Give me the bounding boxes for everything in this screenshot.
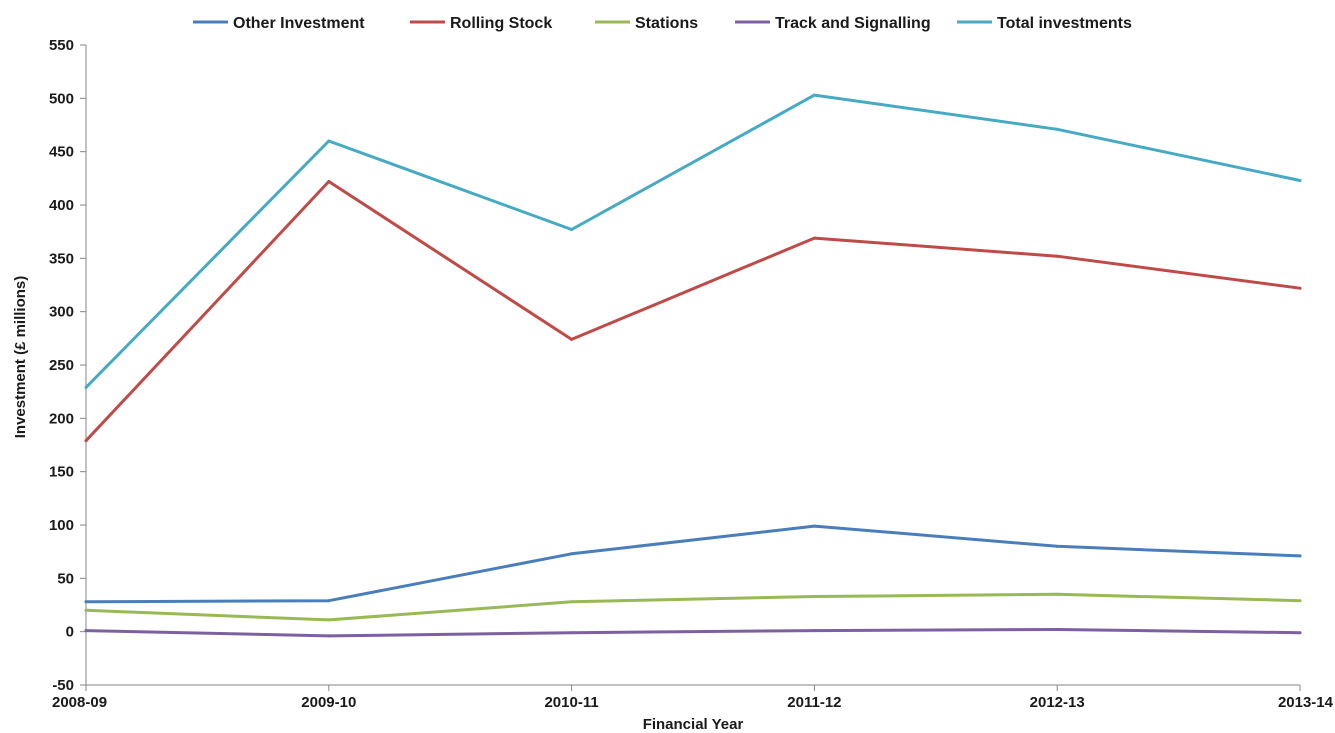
y-tick-label: 100 bbox=[49, 517, 74, 534]
data-point-track-and-signalling bbox=[1298, 631, 1302, 635]
data-point-stations bbox=[570, 600, 574, 604]
y-tick-label: 500 bbox=[49, 90, 74, 107]
series-line-total-investments bbox=[84, 93, 1302, 389]
x-tick-label: 2011-12 bbox=[787, 694, 841, 711]
y-axis: -50 0 50 100 150 200 250 300 350 400 450 500 550 bbox=[49, 37, 87, 694]
data-point-total-investments bbox=[812, 93, 816, 97]
series-group bbox=[84, 93, 1302, 638]
data-point-rolling-stock bbox=[1055, 254, 1059, 258]
legend: Other Investment Rolling Stock Stations Tra… bbox=[193, 15, 1132, 32]
data-point-other-investment bbox=[1055, 544, 1059, 548]
data-point-track-and-signalling bbox=[1055, 628, 1059, 632]
data-point-other-investment bbox=[1298, 554, 1302, 558]
data-point-total-investments bbox=[84, 385, 88, 389]
data-point-other-investment bbox=[84, 600, 88, 604]
x-tick-label: 2008-09 bbox=[52, 694, 107, 711]
y-tick-label: 250 bbox=[49, 357, 74, 374]
y-tick-label: -50 bbox=[52, 677, 74, 694]
data-point-stations bbox=[1055, 592, 1059, 596]
x-axis-title: Financial Year bbox=[643, 716, 744, 733]
legend-label-track-and-signalling: Track and Signalling bbox=[775, 15, 931, 32]
data-point-rolling-stock bbox=[84, 439, 88, 443]
data-point-rolling-stock bbox=[812, 236, 816, 240]
y-tick-label: 300 bbox=[49, 304, 74, 321]
y-tick-label: 150 bbox=[49, 464, 74, 481]
data-point-total-investments bbox=[1055, 127, 1059, 131]
y-tick-label: 550 bbox=[49, 37, 74, 54]
data-point-total-investments bbox=[1298, 178, 1302, 182]
legend-label-rolling-stock: Rolling Stock bbox=[450, 15, 552, 32]
x-tick-label: 2009-10 bbox=[301, 694, 356, 711]
data-point-total-investments bbox=[570, 228, 574, 232]
series-line-track-and-signalling bbox=[84, 628, 1302, 638]
data-point-track-and-signalling bbox=[84, 629, 88, 633]
y-axis-title: Investment (£ millions) bbox=[12, 276, 29, 439]
y-tick-label: 450 bbox=[49, 144, 74, 161]
y-tick-label: 200 bbox=[49, 410, 74, 427]
data-point-total-investments bbox=[327, 139, 331, 143]
data-point-rolling-stock bbox=[327, 180, 331, 184]
y-tick-label: 400 bbox=[49, 197, 74, 214]
data-point-track-and-signalling bbox=[570, 631, 574, 635]
data-point-other-investment bbox=[327, 599, 331, 603]
data-point-stations bbox=[327, 618, 331, 622]
data-point-rolling-stock bbox=[1298, 286, 1302, 290]
data-point-track-and-signalling bbox=[327, 634, 331, 638]
x-tick-label: 2010-11 bbox=[544, 694, 598, 711]
y-tick-label: 50 bbox=[57, 570, 74, 587]
legend-label-other-investment: Other Investment bbox=[233, 15, 365, 32]
legend-label-stations: Stations bbox=[635, 15, 698, 32]
series-line-rolling-stock bbox=[84, 180, 1302, 443]
data-point-stations bbox=[84, 608, 88, 612]
data-point-stations bbox=[812, 594, 816, 598]
series-line-stations bbox=[84, 592, 1302, 622]
data-point-other-investment bbox=[570, 552, 574, 556]
x-axis: 2008-09 2009-10 2010-11 2011-12 2012-13 2013-… bbox=[52, 684, 1334, 711]
data-point-other-investment bbox=[812, 524, 816, 528]
data-point-stations bbox=[1298, 599, 1302, 603]
data-point-rolling-stock bbox=[570, 337, 574, 341]
x-tick-label: 2013-14 bbox=[1278, 694, 1334, 711]
data-point-track-and-signalling bbox=[812, 629, 816, 633]
legend-label-total-investments: Total investments bbox=[997, 15, 1132, 32]
x-tick-label: 2012-13 bbox=[1030, 694, 1085, 711]
y-tick-label: 350 bbox=[49, 250, 74, 267]
series-line-other-investment bbox=[84, 524, 1302, 604]
y-tick-label: 0 bbox=[66, 624, 74, 641]
